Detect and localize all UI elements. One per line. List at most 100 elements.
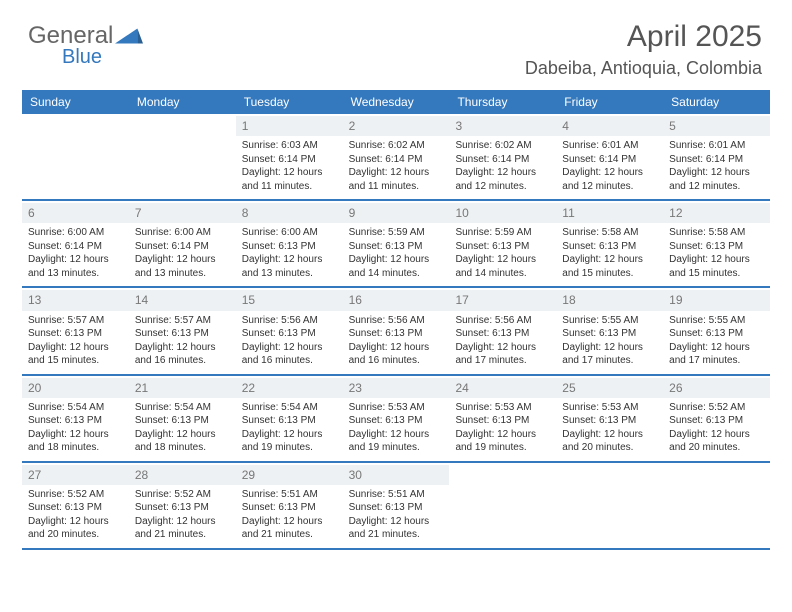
- day-content: Sunrise: 5:57 AMSunset: 6:13 PMDaylight:…: [28, 314, 123, 368]
- sunset-line: Sunset: 6:13 PM: [562, 240, 657, 254]
- calendar-day: 9Sunrise: 5:59 AMSunset: 6:13 PMDaylight…: [343, 201, 450, 286]
- sunrise-line: Sunrise: 5:57 AM: [28, 314, 123, 328]
- sunrise-line: Sunrise: 6:01 AM: [562, 139, 657, 153]
- calendar-day: 25Sunrise: 5:53 AMSunset: 6:13 PMDayligh…: [556, 376, 663, 461]
- day-content: Sunrise: 5:56 AMSunset: 6:13 PMDaylight:…: [455, 314, 550, 368]
- day-number: 28: [129, 465, 236, 485]
- calendar-week: 13Sunrise: 5:57 AMSunset: 6:13 PMDayligh…: [22, 288, 770, 375]
- daylight-line: Daylight: 12 hours and 15 minutes.: [669, 253, 764, 280]
- day-content: Sunrise: 5:56 AMSunset: 6:13 PMDaylight:…: [242, 314, 337, 368]
- day-number: 3: [449, 116, 556, 136]
- day-number: 13: [22, 290, 129, 310]
- day-content: Sunrise: 5:52 AMSunset: 6:13 PMDaylight:…: [28, 488, 123, 542]
- sunrise-line: Sunrise: 5:53 AM: [455, 401, 550, 415]
- calendar: SundayMondayTuesdayWednesdayThursdayFrid…: [22, 90, 770, 550]
- sunset-line: Sunset: 6:13 PM: [135, 327, 230, 341]
- calendar-header-tuesday: Tuesday: [236, 95, 343, 109]
- day-number: 1: [236, 116, 343, 136]
- daylight-line: Daylight: 12 hours and 21 minutes.: [349, 515, 444, 542]
- logo-text-2: Blue: [62, 46, 102, 69]
- calendar-day: 16Sunrise: 5:56 AMSunset: 6:13 PMDayligh…: [343, 288, 450, 373]
- day-content: Sunrise: 6:02 AMSunset: 6:14 PMDaylight:…: [349, 139, 444, 193]
- calendar-day: 22 Sunrise: 5:54 AMSunset: 6:13 PMDayligh…: [236, 376, 343, 461]
- daylight-line: Daylight: 12 hours and 14 minutes.: [455, 253, 550, 280]
- day-number: 11: [556, 203, 663, 223]
- day-number: 14: [129, 290, 236, 310]
- sunrise-line: Sunrise: 5:58 AM: [669, 226, 764, 240]
- calendar-week: 20 Sunrise: 5:54 AMSunset: 6:13 PMDayligh…: [22, 376, 770, 463]
- calendar-day: 13 Sunrise: 5:57 AMSunset: 6:13 PMDayligh…: [22, 288, 129, 373]
- day-number: 29: [236, 465, 343, 485]
- calendar-day: .: [449, 463, 556, 548]
- calendar-day: 24Sunrise: 5:53 AMSunset: 6:13 PMDayligh…: [449, 376, 556, 461]
- sunset-line: Sunset: 6:14 PM: [349, 153, 444, 167]
- sunrise-line: Sunrise: 6:02 AM: [455, 139, 550, 153]
- daylight-line: Daylight: 12 hours and 17 minutes.: [562, 341, 657, 368]
- sunrise-line: Sunrise: 6:01 AM: [669, 139, 764, 153]
- day-number: 24: [449, 378, 556, 398]
- calendar-day: 20Sunrise: 5:54 AMSunset: 6:13 PMDayligh…: [22, 376, 129, 461]
- day-number: 19: [663, 290, 770, 310]
- sunset-line: Sunset: 6:14 PM: [455, 153, 550, 167]
- sunrise-line: Sunrise: 5:52 AM: [135, 488, 230, 502]
- day-number: 20: [22, 378, 129, 398]
- sunrise-line: Sunrise: 5:56 AM: [242, 314, 337, 328]
- sunset-line: Sunset: 6:13 PM: [669, 327, 764, 341]
- sunrise-line: Sunrise: 6:02 AM: [349, 139, 444, 153]
- calendar-day: 11Sunrise: 5:58 AMSunset: 6:13 PMDayligh…: [556, 201, 663, 286]
- day-content: Sunrise: 5:52 AMSunset: 6:13 PMDaylight:…: [135, 488, 230, 542]
- day-number: 15: [236, 290, 343, 310]
- sunrise-line: Sunrise: 5:59 AM: [455, 226, 550, 240]
- day-content: Sunrise: 5:59 AMSunset: 6:13 PMDaylight:…: [349, 226, 444, 280]
- calendar-day: 26Sunrise: 5:52 AMSunset: 6:13 PMDayligh…: [663, 376, 770, 461]
- day-number: 17: [449, 290, 556, 310]
- daylight-line: Daylight: 12 hours and 21 minutes.: [135, 515, 230, 542]
- day-content: Sunrise: 5:55 AMSunset: 6:13 PMDaylight:…: [562, 314, 657, 368]
- sunset-line: Sunset: 6:13 PM: [455, 327, 550, 341]
- calendar-header-monday: Monday: [129, 95, 236, 109]
- sunset-line: Sunset: 6:13 PM: [135, 501, 230, 515]
- daylight-line: Daylight: 12 hours and 15 minutes.: [28, 341, 123, 368]
- daylight-line: Daylight: 12 hours and 20 minutes.: [28, 515, 123, 542]
- calendar-header-friday: Friday: [556, 95, 663, 109]
- daylight-line: Daylight: 12 hours and 11 minutes.: [349, 166, 444, 193]
- sunset-line: Sunset: 6:13 PM: [242, 327, 337, 341]
- calendar-day: 30Sunrise: 5:51 AMSunset: 6:13 PMDayligh…: [343, 463, 450, 548]
- day-number: 22: [236, 378, 343, 398]
- daylight-line: Daylight: 12 hours and 12 minutes.: [562, 166, 657, 193]
- daylight-line: Daylight: 12 hours and 19 minutes.: [242, 428, 337, 455]
- day-content: Sunrise: 5:54 AMSunset: 6:13 PMDaylight:…: [242, 401, 337, 455]
- day-number: 4: [556, 116, 663, 136]
- day-number: 16: [343, 290, 450, 310]
- page-title: April 2025: [627, 20, 762, 54]
- daylight-line: Daylight: 12 hours and 18 minutes.: [28, 428, 123, 455]
- sunset-line: Sunset: 6:13 PM: [562, 414, 657, 428]
- daylight-line: Daylight: 12 hours and 12 minutes.: [455, 166, 550, 193]
- day-number: 21: [129, 378, 236, 398]
- day-number: 8: [236, 203, 343, 223]
- sunrise-line: Sunrise: 5:51 AM: [242, 488, 337, 502]
- sunset-line: Sunset: 6:13 PM: [349, 240, 444, 254]
- sunset-line: Sunset: 6:13 PM: [455, 414, 550, 428]
- sunrise-line: Sunrise: 5:56 AM: [455, 314, 550, 328]
- sunrise-line: Sunrise: 5:51 AM: [349, 488, 444, 502]
- daylight-line: Daylight: 12 hours and 16 minutes.: [135, 341, 230, 368]
- day-content: Sunrise: 6:00 AMSunset: 6:14 PMDaylight:…: [135, 226, 230, 280]
- day-number: 30: [343, 465, 450, 485]
- calendar-week: 6Sunrise: 6:00 AMSunset: 6:14 PMDaylight…: [22, 201, 770, 288]
- day-number: 12: [663, 203, 770, 223]
- sunrise-line: Sunrise: 5:52 AM: [28, 488, 123, 502]
- sunset-line: Sunset: 6:14 PM: [242, 153, 337, 167]
- day-number: 10: [449, 203, 556, 223]
- daylight-line: Daylight: 12 hours and 20 minutes.: [669, 428, 764, 455]
- sunset-line: Sunset: 6:13 PM: [669, 240, 764, 254]
- sunrise-line: Sunrise: 5:56 AM: [349, 314, 444, 328]
- sunrise-line: Sunrise: 6:00 AM: [242, 226, 337, 240]
- day-number: 18: [556, 290, 663, 310]
- daylight-line: Daylight: 12 hours and 18 minutes.: [135, 428, 230, 455]
- sunset-line: Sunset: 6:13 PM: [135, 414, 230, 428]
- daylight-line: Daylight: 12 hours and 21 minutes.: [242, 515, 337, 542]
- calendar-day: 8Sunrise: 6:00 AMSunset: 6:13 PMDaylight…: [236, 201, 343, 286]
- calendar-day: .: [129, 114, 236, 199]
- sunset-line: Sunset: 6:13 PM: [349, 327, 444, 341]
